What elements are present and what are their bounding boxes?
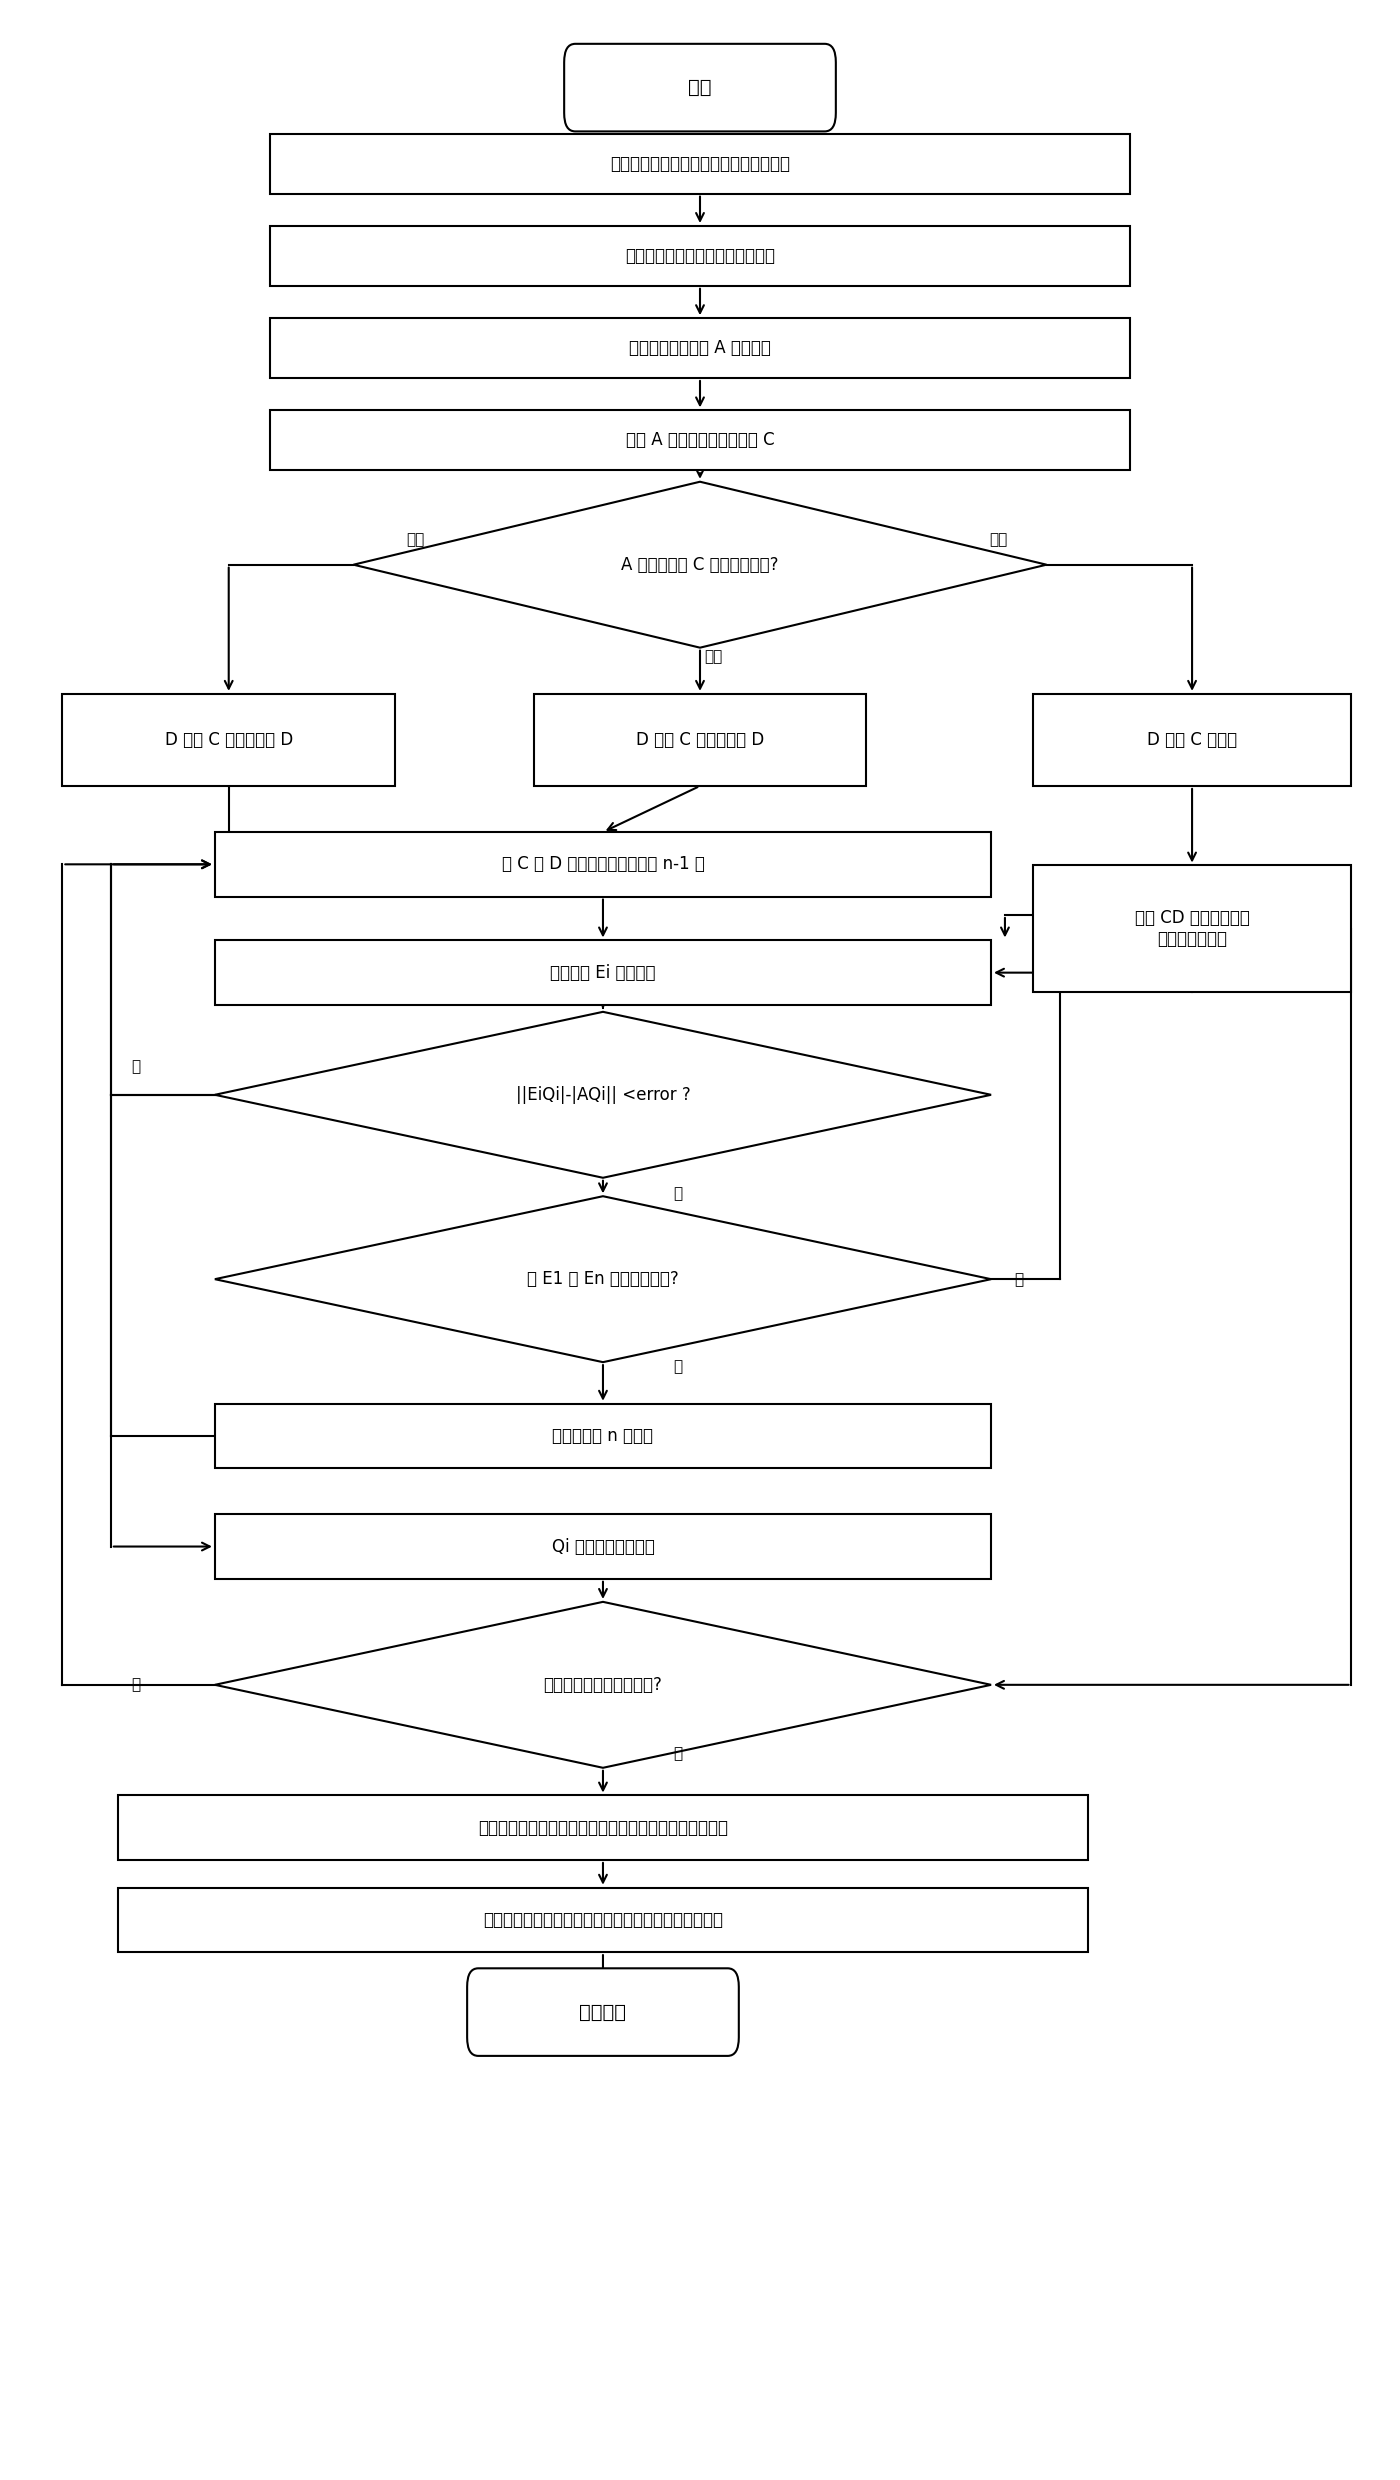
FancyBboxPatch shape bbox=[564, 45, 836, 131]
Polygon shape bbox=[214, 1195, 991, 1362]
Text: D 点在 C 点右侧，求 D: D 点在 C 点右侧，求 D bbox=[165, 732, 293, 749]
Polygon shape bbox=[214, 1602, 991, 1768]
Bar bbox=[118, 1796, 1088, 1860]
Text: 小于: 小于 bbox=[704, 650, 722, 665]
Text: 检查所有中弧线上的点的斜率和曲率，有突跳的点舍去: 检查所有中弧线上的点的斜率和曲率，有突跳的点舍去 bbox=[483, 1912, 722, 1929]
Text: A 点的斜率与 C 点的斜率比较?: A 点的斜率与 C 点的斜率比较? bbox=[622, 556, 778, 573]
Text: 背弧上的点是否都计算过?: 背弧上的点是否都计算过? bbox=[543, 1676, 662, 1694]
Text: 是: 是 bbox=[673, 1359, 682, 1374]
Text: ||EiQi|-|AQi|| <error ?: ||EiQi|-|AQi|| <error ? bbox=[515, 1086, 690, 1104]
Text: 开始: 开始 bbox=[689, 77, 711, 97]
Text: Qi 就是中弧线上的点: Qi 就是中弧线上的点 bbox=[552, 1538, 654, 1555]
Text: 增加分段数 n 的数值: 增加分段数 n 的数值 bbox=[553, 1426, 654, 1446]
Text: 从 E1 到 En 是否计算完毕?: 从 E1 到 En 是否计算完毕? bbox=[526, 1270, 679, 1287]
Bar bbox=[270, 409, 1130, 471]
FancyBboxPatch shape bbox=[468, 1969, 739, 2056]
Text: 否: 否 bbox=[132, 1676, 140, 1691]
Bar bbox=[214, 940, 991, 1004]
Bar bbox=[214, 1515, 991, 1580]
Text: 将 C 和 D 点之间的的线段分成 n-1 份: 将 C 和 D 点之间的的线段分成 n-1 份 bbox=[501, 856, 704, 873]
Text: 大于: 大于 bbox=[407, 531, 426, 548]
Text: 是: 是 bbox=[673, 1746, 682, 1761]
Bar bbox=[270, 317, 1130, 377]
Text: 是: 是 bbox=[132, 1059, 140, 1074]
Bar bbox=[1033, 866, 1351, 992]
Bar bbox=[118, 1887, 1088, 1952]
Polygon shape bbox=[214, 1012, 991, 1178]
Text: 将所有中弧线上的点按照顺序排列并用三次样条曲线拟合: 将所有中弧线上的点按照顺序排列并用三次样条曲线拟合 bbox=[477, 1818, 728, 1838]
Text: 将内弧和背弧用三次样条曲线拟合: 将内弧和背弧用三次样条曲线拟合 bbox=[624, 248, 776, 265]
Bar bbox=[63, 694, 395, 786]
Text: 计算完毕: 计算完毕 bbox=[580, 2004, 626, 2021]
Text: 选取背弧上的一点 A 开始计算: 选取背弧上的一点 A 开始计算 bbox=[629, 340, 771, 357]
Text: 等于: 等于 bbox=[988, 531, 1007, 548]
Text: 读入叶片型线数据，将型线划分成四部分: 读入叶片型线数据，将型线划分成四部分 bbox=[610, 154, 790, 174]
Polygon shape bbox=[353, 481, 1047, 647]
Text: 否: 否 bbox=[673, 1185, 682, 1200]
Bar bbox=[270, 134, 1130, 193]
Bar bbox=[270, 226, 1130, 285]
Text: 线段 CD 的中点就是所
求中弧线上的点: 线段 CD 的中点就是所 求中弧线上的点 bbox=[1134, 910, 1250, 947]
Text: 求得 A 点法线与内弧的交点 C: 求得 A 点法线与内弧的交点 C bbox=[626, 432, 774, 449]
Text: D 点和 C 点重合: D 点和 C 点重合 bbox=[1147, 732, 1238, 749]
Bar bbox=[1033, 694, 1351, 786]
Bar bbox=[214, 1404, 991, 1468]
Text: 选取一点 Ei 开始计算: 选取一点 Ei 开始计算 bbox=[550, 965, 655, 982]
Text: 否: 否 bbox=[1014, 1272, 1023, 1287]
Bar bbox=[214, 833, 991, 898]
Text: D 点在 C 点左侧，求 D: D 点在 C 点左侧，求 D bbox=[636, 732, 764, 749]
Bar bbox=[533, 694, 867, 786]
